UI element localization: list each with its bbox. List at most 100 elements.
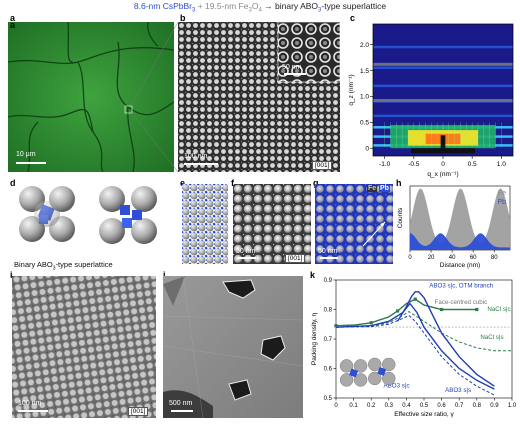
k-xtick-label: 0.8 <box>473 403 482 409</box>
c-ytick-label: 1.5 <box>360 68 369 75</box>
panel-g-edx: Fe Pb 50 nm <box>315 184 393 264</box>
c-ytick-label: 0.5 <box>360 120 369 127</box>
label-i: i <box>10 270 13 280</box>
k-ytick-label: 0.6 <box>324 367 333 373</box>
label-k: k <box>310 270 316 280</box>
title-sub3: 4 <box>258 7 262 14</box>
panel-a-label: a <box>10 22 16 30</box>
panel-c-gisaxs: -1.0 -0.5 0 0.5 1.0 0 0.5 1.0 1.5 2.0 q_x (nm⁻¹) q_… <box>348 23 514 178</box>
k-inset-model-left <box>339 359 368 387</box>
label-f: f <box>231 178 234 188</box>
panel-d-caption: Binary ABO3-type superlattice <box>14 260 113 272</box>
label-g: g <box>313 178 319 188</box>
panel-b-lattice <box>178 22 340 172</box>
panel-b-inset-scale-bar <box>284 73 306 75</box>
k-annotation-2: NaCl s|c <box>487 306 510 313</box>
k-annotation-1: Face-centred cubic <box>435 299 488 306</box>
c-ytick-label: 2.0 <box>360 42 369 49</box>
c-ytick-label: 0 <box>365 145 369 152</box>
panel-e-schematic <box>182 184 228 264</box>
panel-i-scale: 100 nm <box>18 400 42 407</box>
c-xtick-label: 1.0 <box>497 161 506 168</box>
title-sub2: 3 <box>248 7 252 14</box>
beamstop-arm <box>440 135 446 149</box>
k-xtick-label: 0.7 <box>455 403 464 409</box>
k-marker <box>334 324 338 328</box>
h-area-pb <box>410 233 510 250</box>
k-marker <box>413 297 417 301</box>
h-area-fe <box>410 188 510 250</box>
k-marker <box>475 307 479 312</box>
panel-k-plot: 0 0.1 0.2 0.3 0.4 0.5 0.6 0.7 0.8 0.9 1.0 0.5 0.6 0.7… <box>311 278 517 418</box>
panel-f-image: 50 nm [001] <box>233 184 311 264</box>
panel-k-chart: 0 0.1 0.2 0.3 0.4 0.5 0.6 0.7 0.8 0.9 1.0 0.5 0.6 0.7… <box>311 278 517 418</box>
title-part3: binary ABO <box>275 1 319 11</box>
panel-j-scale: 500 nm <box>169 400 193 407</box>
panel-a-micrograph: a 10 µm <box>8 22 174 172</box>
panel-a-scale-bar <box>16 162 46 164</box>
k-series-3 <box>335 302 495 390</box>
c-xtick-label: -1.0 <box>379 161 391 168</box>
k-xtick-label: 0.2 <box>367 403 376 409</box>
model-right <box>99 186 157 244</box>
k-ytick-label: 0.5 <box>324 396 333 402</box>
k-series-4 <box>335 314 495 396</box>
legend-fe: Fe <box>367 185 378 192</box>
title-part4: -type superlattice <box>321 1 387 11</box>
k-xtick-label: 0.9 <box>490 403 499 409</box>
panel-h-profile: 0 20 40 60 80 Distance (nm) Counts Fe Pb <box>397 185 511 269</box>
title-arrow: → <box>261 1 276 11</box>
figure-title: 8.6-nm CsPbBr3 + 19.5-nm Fe3O4 → binary … <box>0 1 520 14</box>
band-6 <box>373 66 513 69</box>
c-xlabel: q_x (nm⁻¹) <box>427 171 458 178</box>
k-ytick-label: 0.7 <box>324 337 333 343</box>
k-xtick-label: 0 <box>334 403 338 409</box>
panel-f-scale: 50 nm <box>236 248 256 255</box>
panel-b-scale-bar <box>184 163 218 165</box>
k-xtick-label: 0.5 <box>420 403 429 409</box>
k-xtick-label: 1.0 <box>508 403 517 409</box>
c-xtick-label: -0.5 <box>408 161 420 168</box>
k-annotation-4: ABO3 s|c <box>384 383 410 390</box>
panel-c-features <box>373 45 513 154</box>
k-xtick-label: 0.6 <box>437 403 446 409</box>
panel-b-scale: 100 nm <box>184 153 208 160</box>
c-xtick-label: 0.5 <box>468 161 477 168</box>
label-d: d <box>10 178 16 188</box>
k-series-1 <box>335 310 512 352</box>
beamstop <box>410 148 476 154</box>
title-part1: 8.6-nm CsPbBr <box>133 1 192 11</box>
title-sub1: 3 <box>191 7 196 14</box>
h-ylabel: Counts <box>397 207 404 228</box>
k-annotation-0: ABO3 s|c, OTM branch <box>429 282 493 289</box>
k-annotation-3: NaCl s|s <box>480 334 503 341</box>
band-7 <box>373 45 513 49</box>
panel-i-zone-axis: [001] <box>128 407 149 416</box>
panel-f-scale-bar <box>238 257 256 259</box>
panel-c-axes: -1.0 -0.5 0 0.5 1.0 0 0.5 1.0 1.5 2.0 q_x (nm⁻¹) q_… <box>348 23 514 178</box>
label-j: j <box>163 270 166 280</box>
panel-a-scale-text: 10 µm <box>16 151 36 158</box>
panel-d-caption-tail: -type superlattice <box>55 260 113 269</box>
panel-j-scale-bar <box>171 410 193 412</box>
h-xlabel: Distance (nm) <box>440 262 480 269</box>
panel-b-zone-axis: [001] <box>312 161 333 170</box>
panel-i-scale-bar <box>18 410 48 412</box>
panel-d-models <box>19 186 157 244</box>
k-xlabel: Effective size ratio, γ <box>394 411 454 418</box>
model-left <box>19 186 75 242</box>
panel-f-zone-axis: [001] <box>285 254 306 263</box>
panel-a-cracks <box>8 22 174 172</box>
k-xtick-label: 0.3 <box>385 403 394 409</box>
k-marker <box>440 307 444 312</box>
label-a: a <box>10 13 16 23</box>
k-marker <box>369 321 373 325</box>
k-series-0 <box>335 298 477 327</box>
label-h: h <box>396 178 402 188</box>
panel-j-sem: 500 nm <box>163 276 303 418</box>
legend-pb: Pb <box>379 185 390 192</box>
panel-g-scale: 50 nm <box>318 248 338 255</box>
panel-d-caption-sub: 3 <box>52 265 56 272</box>
title-part2: + 19.5-nm Fe <box>195 1 249 11</box>
